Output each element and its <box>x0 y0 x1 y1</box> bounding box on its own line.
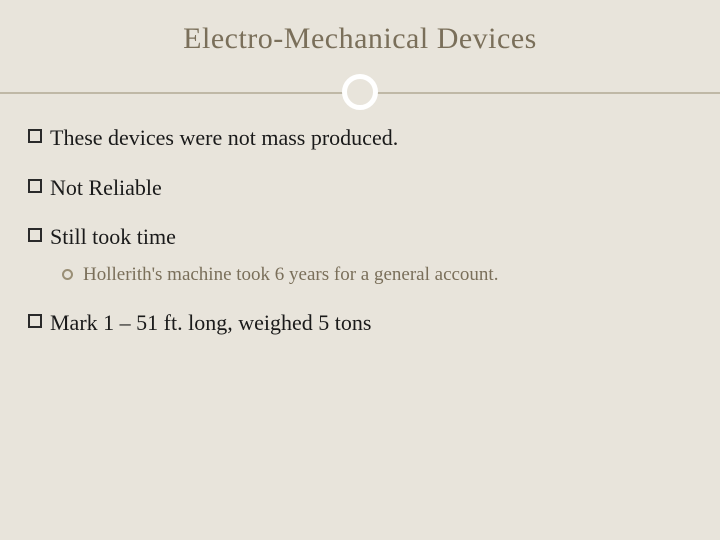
bullet-item: These devices were not mass produced. <box>28 124 692 152</box>
bullet-text: These devices were not mass produced. <box>50 124 398 152</box>
content-area: These devices were not mass produced. No… <box>0 124 720 337</box>
slide-title: Electro-Mechanical Devices <box>0 0 720 74</box>
bullet-text: Still took time <box>50 223 176 251</box>
bullet-item: Still took time <box>28 223 692 251</box>
square-bullet-icon <box>28 129 42 143</box>
divider-circle-icon <box>342 74 378 110</box>
circle-bullet-icon <box>62 269 73 280</box>
title-divider <box>0 74 720 114</box>
sub-bullet-text: Hollerith's machine took 6 years for a g… <box>83 263 498 288</box>
bullet-text: Mark 1 – 51 ft. long, weighed 5 tons <box>50 309 371 337</box>
bullet-item: Not Reliable <box>28 174 692 202</box>
bullet-item: Mark 1 – 51 ft. long, weighed 5 tons <box>28 309 692 337</box>
square-bullet-icon <box>28 179 42 193</box>
slide: Electro-Mechanical Devices These devices… <box>0 0 720 540</box>
square-bullet-icon <box>28 314 42 328</box>
sub-bullet-item: Hollerith's machine took 6 years for a g… <box>62 263 692 288</box>
square-bullet-icon <box>28 228 42 242</box>
bullet-text: Not Reliable <box>50 174 162 202</box>
